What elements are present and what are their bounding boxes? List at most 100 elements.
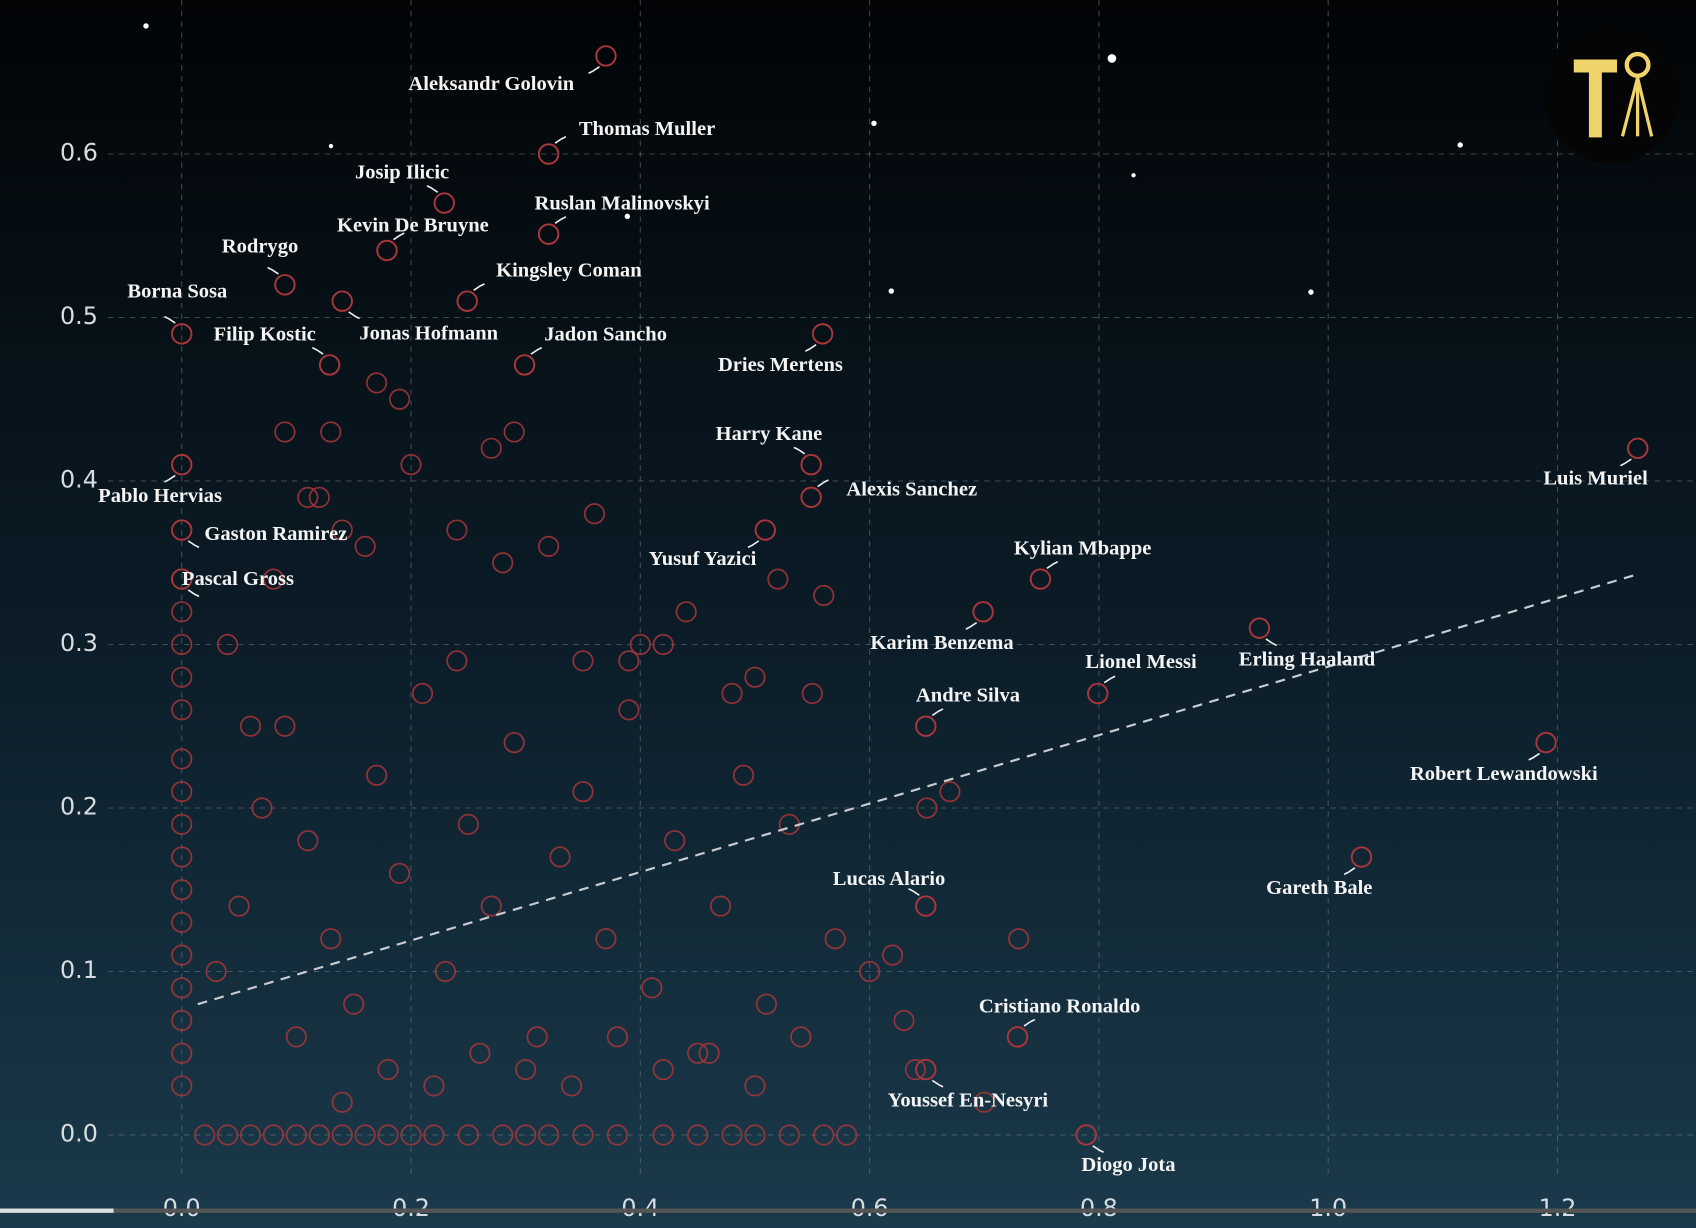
point-label: Yusuf Yazici <box>649 548 757 570</box>
labeled-point <box>171 323 193 345</box>
labeled-point <box>1029 568 1052 590</box>
point <box>171 1042 193 1064</box>
point <box>939 781 961 803</box>
point <box>262 1124 285 1146</box>
point <box>274 421 296 443</box>
point <box>721 682 743 705</box>
point <box>285 1124 307 1146</box>
labeled-point <box>1006 1026 1029 1048</box>
point-label: Josip Ilicic <box>355 162 449 184</box>
point <box>423 1075 445 1097</box>
leader-line <box>1092 1145 1104 1154</box>
leader-line <box>1620 458 1632 467</box>
labeled-point <box>800 453 822 476</box>
leader-line <box>908 888 920 896</box>
x-tick-label: 0.6 <box>851 1194 889 1222</box>
leader-line <box>1528 752 1540 761</box>
labeled-point <box>171 519 193 541</box>
point <box>709 895 732 917</box>
point <box>331 1124 353 1146</box>
point <box>1008 928 1030 950</box>
point <box>515 1124 537 1146</box>
point <box>755 993 778 1015</box>
leader-line <box>530 346 543 355</box>
point <box>687 1042 709 1064</box>
point <box>274 715 296 737</box>
leader-line <box>1343 867 1356 876</box>
labels: 0.0 0.1 0.2 0.3 0.4 0.5 0.6 0.0 0.2 0.4 0.6 0.8 1.0 1… <box>60 66 1648 1222</box>
point <box>171 666 193 688</box>
labeled-point <box>433 192 455 214</box>
point <box>331 1091 353 1113</box>
point <box>285 1026 307 1048</box>
point-label: Andre Silva <box>916 685 1020 707</box>
point-label: Gareth Bale <box>1266 877 1372 899</box>
point <box>216 1124 239 1146</box>
point-label: Kylian Mbappe <box>1014 538 1152 560</box>
point-label: Ruslan Malinovskyi <box>535 193 711 215</box>
point <box>618 650 640 672</box>
point <box>675 601 697 623</box>
point <box>171 911 193 934</box>
labeled-point <box>1535 731 1557 754</box>
point <box>526 1026 548 1048</box>
point <box>549 846 571 868</box>
y-tick-label: 0.0 <box>60 1119 98 1147</box>
point <box>664 830 686 852</box>
progress-bar <box>0 1208 114 1213</box>
leader-line <box>931 1079 944 1088</box>
point-label: Lucas Alario <box>833 868 945 890</box>
point <box>343 993 365 1015</box>
x-tick-label: 0.4 <box>621 1194 659 1222</box>
point <box>492 552 514 574</box>
point-label: Cristiano Ronaldo <box>979 995 1141 1017</box>
logo <box>1543 27 1680 164</box>
labeled-point <box>811 323 834 345</box>
point <box>537 535 560 557</box>
point <box>652 1058 674 1081</box>
point <box>790 1026 812 1048</box>
point <box>606 1026 628 1048</box>
labeled-point <box>972 601 994 623</box>
point <box>308 1124 330 1146</box>
x-tick-label: 0.0 <box>163 1194 201 1222</box>
x-tick-label: 1.0 <box>1309 1194 1347 1222</box>
point <box>446 519 468 541</box>
leader-line <box>392 232 405 241</box>
leader-line <box>817 479 829 488</box>
leader-line <box>588 66 600 74</box>
point <box>171 781 193 803</box>
trendline <box>197 573 1639 1006</box>
leader-line <box>164 474 176 483</box>
point <box>572 781 594 803</box>
point <box>251 797 273 819</box>
point-label: Erling Haaland <box>1239 648 1376 670</box>
point-label: Karim Benzema <box>870 632 1013 654</box>
point <box>515 1058 537 1081</box>
grid <box>108 0 1696 1180</box>
point <box>641 977 663 999</box>
point <box>572 650 594 672</box>
labeled-point <box>800 486 822 509</box>
point <box>228 895 250 917</box>
stars <box>143 23 1463 295</box>
leader-line <box>1265 638 1278 647</box>
point <box>320 928 342 950</box>
point <box>572 1124 594 1146</box>
point <box>171 977 193 999</box>
point <box>503 421 525 443</box>
point <box>171 1009 193 1032</box>
point <box>366 372 388 394</box>
leader-line <box>348 311 360 320</box>
point <box>836 1124 858 1146</box>
labeled-point <box>456 290 478 312</box>
leader-line <box>554 216 567 224</box>
point-label: Gaston Ramirez <box>204 523 347 545</box>
y-tick-label: 0.5 <box>60 302 98 330</box>
leader-line <box>473 283 485 292</box>
point <box>698 1042 720 1064</box>
point <box>262 568 285 590</box>
point-label: Dries Mertens <box>718 354 843 376</box>
